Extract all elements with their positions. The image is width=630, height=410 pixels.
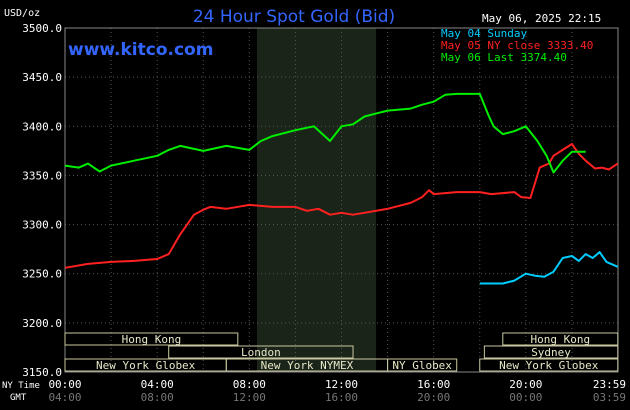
y-tick-label: 3500.0: [22, 22, 62, 35]
y-axis-label: USD/oz: [4, 8, 40, 19]
x-tick-labels: 00:0004:0004:0008:0008:0012:0012:0016:00…: [48, 378, 626, 404]
market-sessions: Hong Kong London New York Globex New York N…: [64, 332, 619, 372]
series-line-1: [64, 143, 619, 269]
session-bar: [483, 345, 619, 359]
y-tick-label: 3250.0: [22, 268, 62, 281]
y-tick-label: 3150.0: [22, 366, 62, 379]
series-line-0: [479, 251, 619, 285]
x-tick-label-gmt: 03:59: [593, 391, 626, 404]
y-tick-label: 3350.0: [22, 169, 62, 182]
series-line-2: [64, 92, 586, 174]
x-tick-label-gmt: 16:00: [325, 391, 358, 404]
session-label: New York Globex: [499, 359, 599, 372]
session-label: Sydney: [531, 346, 571, 359]
y-tick-labels: 3500.0 3450.0 3400.0 3350.0 3300.0 3250.0 3200…: [22, 22, 62, 379]
x-tick-label-gmt: 00:00: [509, 391, 542, 404]
ny-time-label: NY Time: [2, 381, 40, 391]
session-bar: [387, 358, 458, 372]
session-label: Hong Kong: [122, 333, 182, 346]
x-tick-label-ny: 12:00: [325, 378, 358, 391]
legend-entry-sunday: May 04 Sunday: [441, 27, 527, 40]
nymex-shading: [256, 28, 377, 372]
session-label: New York NYMEX: [261, 359, 354, 372]
session-bar: [168, 345, 354, 359]
y-tick-label: 3400.0: [22, 120, 62, 133]
x-tick-label-ny: 04:00: [141, 378, 174, 391]
session-label: NY Globex: [392, 359, 452, 372]
x-tick-label-ny: 08:00: [233, 378, 266, 391]
legend-entry-last: May 06 Last 3374.40: [441, 51, 567, 64]
x-tick-label-ny: 20:00: [509, 378, 542, 391]
session-label: Hong Kong: [530, 333, 590, 346]
session-label: London: [241, 346, 281, 359]
legend: May 04 Sunday May 05 NY close 3333.40 Ma…: [441, 27, 593, 64]
timestamp: May 06, 2025 22:15: [482, 12, 601, 25]
session-bar: [479, 358, 619, 372]
session-bar: [64, 332, 239, 346]
series-lines: [64, 92, 619, 285]
source-watermark: www.kitco.com: [68, 40, 213, 60]
session-label: New York Globex: [96, 359, 196, 372]
gmt-label: GMT: [10, 393, 27, 403]
x-tick-label-gmt: 04:00: [48, 391, 81, 404]
y-tick-label: 3200.0: [22, 317, 62, 330]
x-tick-label-ny: 23:59: [593, 378, 626, 391]
legend-entry-ny-close: May 05 NY close 3333.40: [441, 39, 593, 52]
y-tick-label: 3450.0: [22, 71, 62, 84]
plot-frame: [64, 27, 619, 373]
x-tick-label-gmt: 12:00: [233, 391, 266, 404]
session-bar: [502, 332, 619, 346]
x-tick-label-gmt: 20:00: [417, 391, 450, 404]
chart-title: 24 Hour Spot Gold (Bid): [193, 7, 395, 27]
y-tick-label: 3300.0: [22, 219, 62, 232]
x-tick-label-gmt: 08:00: [141, 391, 174, 404]
x-tick-label-ny: 16:00: [417, 378, 450, 391]
x-tick-label-ny: 00:00: [48, 378, 81, 391]
